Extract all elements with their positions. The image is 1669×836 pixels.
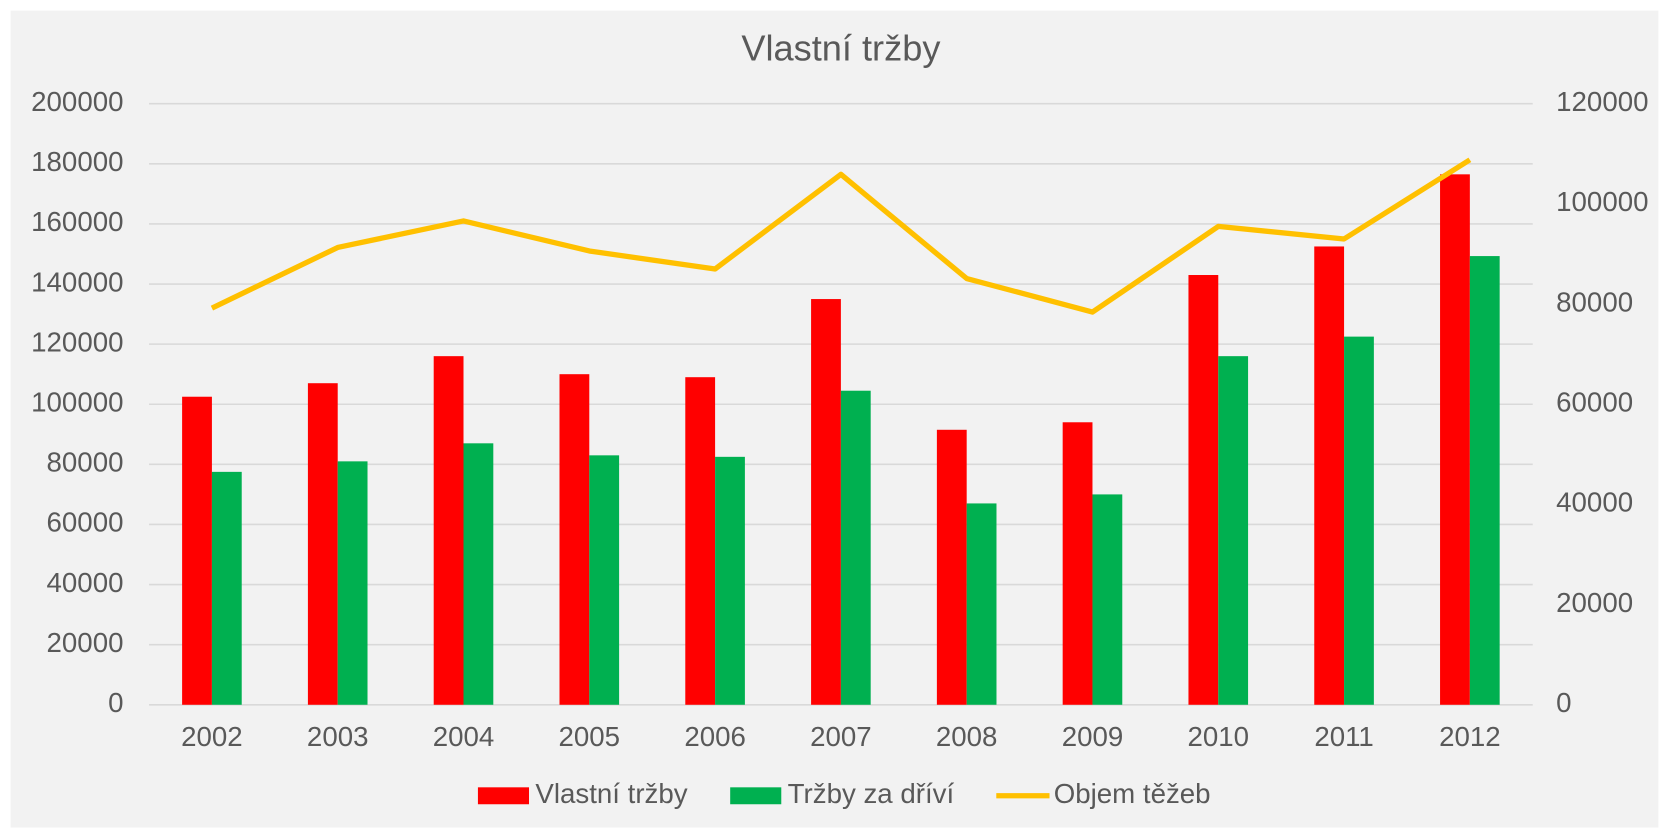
- bar: [966, 503, 997, 705]
- y2-tick-label: 100000: [1556, 186, 1648, 217]
- bar: [840, 390, 871, 705]
- bar: [936, 429, 967, 705]
- x-tick-label: 2009: [1062, 721, 1124, 752]
- bar: [1092, 494, 1123, 705]
- y-tick-label: 200000: [31, 86, 123, 117]
- bar: [1188, 275, 1219, 705]
- y-tick-label: 40000: [47, 567, 124, 598]
- y-tick-label: 180000: [31, 146, 123, 177]
- x-tick-label: 2010: [1188, 721, 1250, 752]
- x-tick-label: 2002: [181, 721, 243, 752]
- y-tick-label: 0: [108, 687, 123, 718]
- bar: [559, 374, 590, 705]
- bar: [589, 455, 620, 705]
- legend-swatch: [477, 787, 530, 805]
- line: [210, 157, 1472, 315]
- y2-tick-label: 0: [1556, 687, 1571, 718]
- bar: [1314, 246, 1345, 705]
- bar: [811, 299, 841, 705]
- bar: [1062, 422, 1093, 705]
- x-tick-label: 2004: [433, 721, 495, 752]
- y2-tick-label: 60000: [1556, 387, 1633, 418]
- legend-label: Objem těžeb: [1054, 778, 1211, 809]
- y-tick-label: 60000: [47, 507, 124, 538]
- x-tick-label: 2006: [684, 721, 746, 752]
- x-tick-label: 2008: [936, 721, 998, 752]
- bar: [685, 377, 716, 705]
- bar: [1469, 256, 1500, 705]
- y-tick-label: 160000: [31, 206, 123, 237]
- bar: [463, 443, 494, 705]
- legend-label: Vlastní tržby: [535, 778, 687, 809]
- bar: [337, 461, 368, 705]
- y2-tick-label: 40000: [1556, 487, 1633, 518]
- bar: [307, 383, 338, 705]
- bar: [715, 456, 745, 705]
- bar: [182, 396, 212, 705]
- y-tick-label: 20000: [47, 627, 124, 658]
- x-tick-label: 2003: [307, 721, 369, 752]
- bar: [1218, 356, 1249, 705]
- x-tick-label: 2012: [1439, 721, 1501, 752]
- x-tick-label: 2011: [1314, 721, 1373, 752]
- bar: [1344, 336, 1374, 705]
- bar: [211, 471, 242, 705]
- x-tick-label: 2005: [559, 721, 621, 752]
- bar: [433, 356, 464, 705]
- y2-tick-label: 20000: [1556, 587, 1633, 618]
- chart-title: Vlastní tržby: [741, 27, 940, 68]
- y-tick-label: 100000: [31, 387, 123, 418]
- y-tick-label: 140000: [31, 266, 123, 297]
- x-tick-label: 2007: [810, 721, 872, 752]
- y2-tick-label: 120000: [1556, 86, 1648, 117]
- y-tick-label: 120000: [31, 326, 123, 357]
- legend-swatch: [730, 787, 782, 805]
- bar: [1440, 174, 1470, 705]
- y2-tick-label: 80000: [1556, 286, 1633, 317]
- y-tick-label: 80000: [47, 447, 124, 478]
- legend-label: Tržby za dříví: [788, 778, 955, 809]
